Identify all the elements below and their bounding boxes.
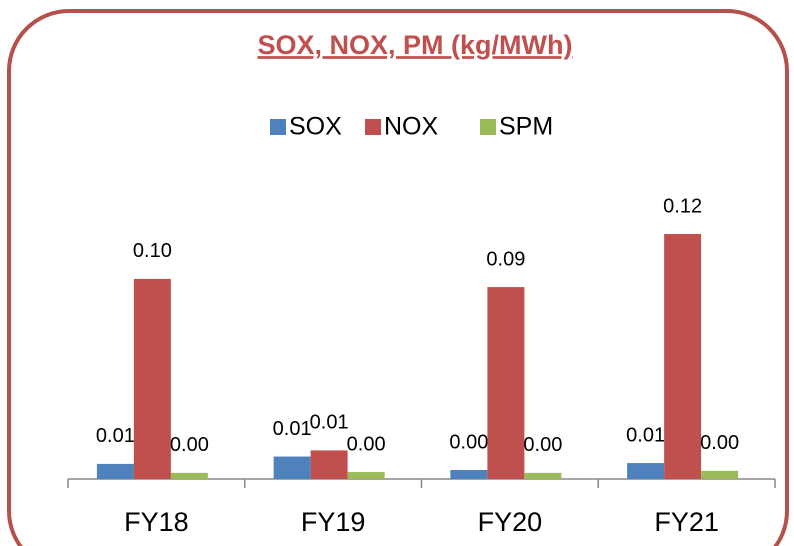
bar <box>524 472 562 479</box>
legend: SOX NOX SPM <box>270 113 553 141</box>
bar <box>664 234 702 479</box>
legend-swatch <box>365 119 381 135</box>
bar <box>487 287 525 479</box>
data-label: 0.00 <box>449 431 488 453</box>
legend-label: SOX <box>289 113 342 141</box>
legend-swatch <box>480 119 496 135</box>
data-label: 0.10 <box>133 240 172 262</box>
bar <box>347 472 385 479</box>
bar <box>310 450 348 479</box>
legend-label: SPM <box>499 113 553 141</box>
bar <box>627 463 665 479</box>
data-label: 0.01 <box>310 412 349 434</box>
bar <box>273 456 311 479</box>
data-label: 0.01 <box>273 418 312 440</box>
data-label: 0.09 <box>486 248 525 270</box>
bar <box>133 278 171 479</box>
x-tick-label: FY21 <box>654 507 719 537</box>
legend-swatch <box>270 119 286 135</box>
data-label: 0.01 <box>96 425 135 447</box>
data-label: 0.12 <box>663 195 702 217</box>
bar <box>170 472 208 479</box>
bar <box>450 470 488 479</box>
data-label: 0.00 <box>700 432 739 454</box>
data-label: 0.01 <box>626 424 665 446</box>
chart-title: SOX, NOX, PM (kg/MWh) <box>258 30 573 60</box>
x-tick-label: FY19 <box>301 507 366 537</box>
chart-frame <box>7 9 789 546</box>
data-label: 0.00 <box>170 434 209 456</box>
bar <box>96 463 134 479</box>
data-label: 0.00 <box>523 434 562 456</box>
x-tick-label: FY20 <box>478 507 543 537</box>
legend-label: NOX <box>384 113 439 141</box>
bar <box>701 470 739 479</box>
x-tick-label: FY18 <box>124 507 189 537</box>
data-label: 0.00 <box>347 433 386 455</box>
